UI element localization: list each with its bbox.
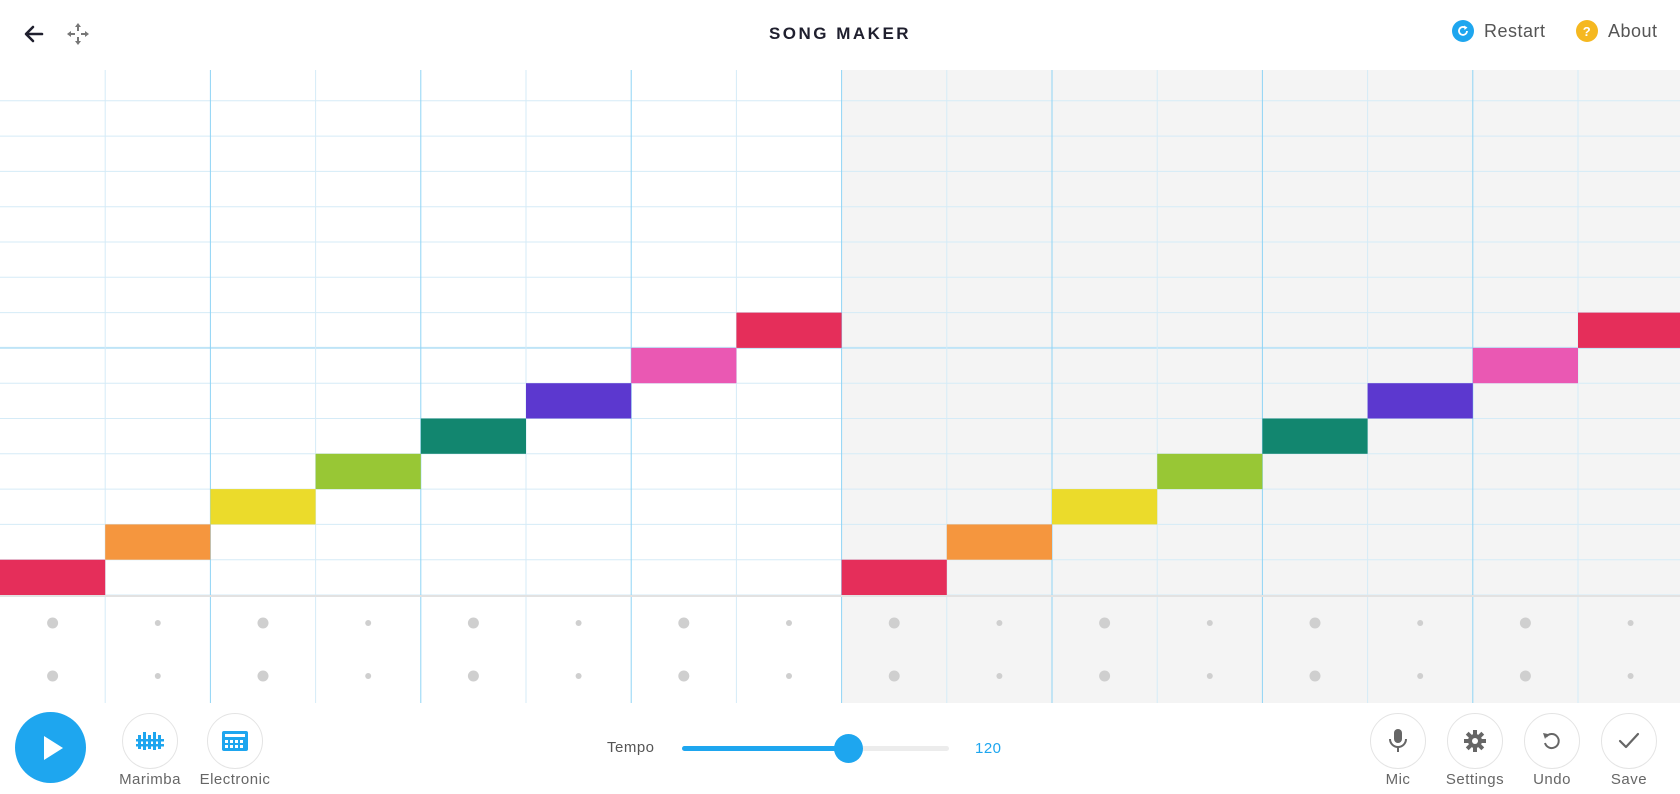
tempo-slider-thumb[interactable] <box>833 734 863 763</box>
rhythm-dot <box>1627 620 1634 626</box>
undo-label: Undo <box>1533 771 1571 788</box>
move-button[interactable] <box>62 18 94 50</box>
rhythm-dot <box>786 673 792 679</box>
refresh-icon <box>1452 20 1474 42</box>
mic-button[interactable] <box>1370 713 1426 769</box>
note-cell <box>420 418 526 454</box>
melody-grid[interactable] <box>0 70 1680 597</box>
save-label: Save <box>1610 771 1648 788</box>
restart-button[interactable]: Restart <box>1452 20 1546 42</box>
rhythm-dot <box>154 620 161 626</box>
rhythm-dot <box>575 620 582 626</box>
rhythm-dot <box>154 673 161 679</box>
instrument-button[interactable] <box>122 713 178 769</box>
about-button[interactable]: ? About <box>1576 20 1658 42</box>
about-label: About <box>1608 20 1658 41</box>
drum-machine-icon <box>222 731 248 751</box>
rhythm-dot <box>365 620 372 626</box>
note-cell <box>736 312 842 348</box>
note-cell <box>1472 347 1578 384</box>
note-cell <box>631 347 737 384</box>
melody-grid-canvas[interactable] <box>0 70 1680 597</box>
note-cell <box>841 559 947 595</box>
rhythm-dot <box>1417 673 1424 679</box>
rhythm-dot <box>786 620 792 626</box>
move-arrows-icon <box>67 23 89 45</box>
rhythm-dot <box>1417 620 1424 626</box>
back-button[interactable] <box>18 18 50 50</box>
mic-label: Mic <box>1385 771 1411 788</box>
save-button[interactable] <box>1601 713 1657 769</box>
rhythm-dot <box>575 673 582 679</box>
rhythm-dot <box>678 670 690 682</box>
rhythm-dot <box>1309 670 1321 682</box>
rhythm-dot <box>678 617 690 629</box>
microphone-icon <box>1389 729 1407 752</box>
rhythm-dot <box>365 673 372 679</box>
question-icon: ? <box>1576 20 1598 42</box>
rhythm-dot <box>1519 670 1531 682</box>
rhythm-dot <box>257 670 269 682</box>
settings-label: Settings <box>1445 771 1505 788</box>
note-cell <box>946 524 1052 560</box>
note-cell <box>1157 453 1263 490</box>
rhythm-dot <box>1099 670 1111 682</box>
play-icon <box>43 735 63 760</box>
rhythm-dot <box>996 673 1003 679</box>
note-cell <box>315 453 421 490</box>
rhythm-dot <box>996 620 1003 626</box>
note-cell <box>1578 312 1680 348</box>
rhythm-grid[interactable] <box>0 597 1680 703</box>
rhythm-dot <box>1627 673 1634 679</box>
rhythm-dot <box>1519 617 1531 629</box>
tempo-slider[interactable] <box>682 734 949 763</box>
tempo-slider-fill <box>682 746 848 751</box>
note-cell <box>526 383 632 419</box>
note-cell <box>0 559 106 595</box>
note-cell <box>210 489 316 525</box>
bar-shade <box>841 597 1680 703</box>
rhythm-dot <box>47 617 59 629</box>
rhythm-dot <box>1099 617 1111 629</box>
rhythm-dot <box>1309 617 1321 629</box>
restart-label: Restart <box>1484 20 1546 41</box>
note-cell <box>1052 489 1158 525</box>
rhythm-dot <box>257 617 269 629</box>
page-title: SONG MAKER <box>768 24 912 43</box>
play-button[interactable] <box>15 712 86 783</box>
note-cell <box>1367 383 1473 419</box>
percussion-label: Electronic <box>199 771 271 788</box>
instrument-label: Marimba <box>119 771 181 788</box>
percussion-button[interactable] <box>207 713 263 769</box>
rhythm-dot <box>1206 620 1213 626</box>
rhythm-dot <box>888 617 900 629</box>
rhythm-dot <box>47 670 59 682</box>
checkmark-icon <box>1618 732 1640 749</box>
rhythm-dot <box>467 617 479 629</box>
note-cell <box>1262 418 1368 454</box>
rhythm-dot <box>888 670 900 682</box>
settings-button[interactable] <box>1447 713 1503 769</box>
tempo-value: 120 <box>975 740 1002 757</box>
bar-shade <box>841 70 1680 597</box>
gear-icon <box>1464 730 1486 752</box>
undo-icon <box>1543 733 1560 750</box>
marimba-icon <box>136 732 164 750</box>
undo-button[interactable] <box>1524 713 1580 769</box>
rhythm-grid-canvas[interactable] <box>0 597 1680 703</box>
rhythm-dot <box>467 670 479 682</box>
rhythm-dot <box>1206 673 1213 679</box>
arrow-left-icon <box>24 25 44 43</box>
tempo-label: Tempo <box>607 739 655 756</box>
bottom-toolbar: Marimba Electronic Tempo 120 Mic <box>0 703 1680 794</box>
note-cell <box>105 524 211 560</box>
top-bar: SONG MAKER Restart ? About <box>0 0 1680 70</box>
